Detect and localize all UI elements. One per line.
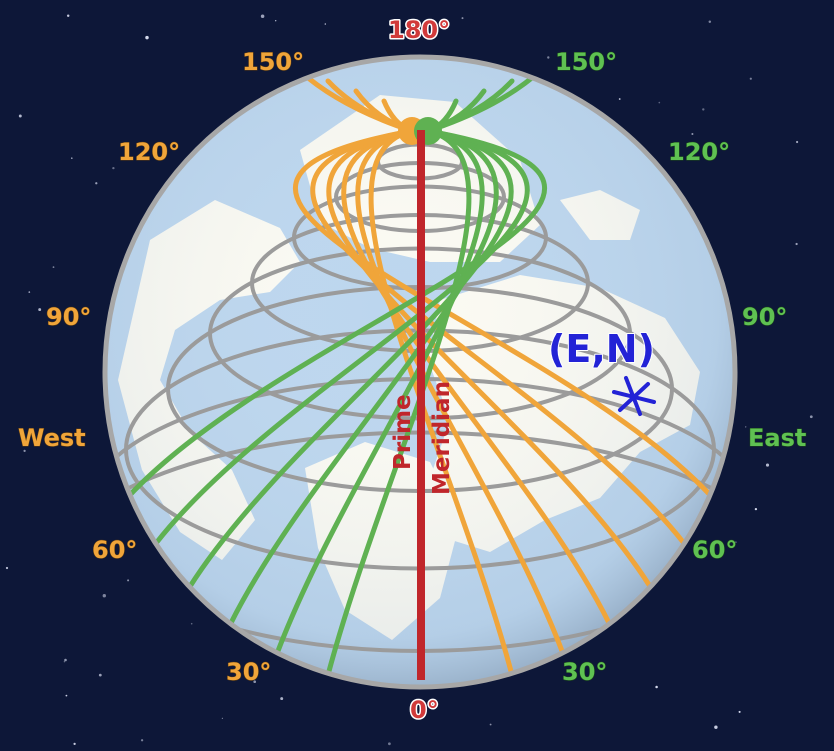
meridian-line (326, 128, 653, 590)
star (795, 242, 798, 246)
meridian-line (368, 128, 515, 676)
star (98, 673, 102, 677)
meridian-line (228, 128, 499, 627)
label-west-120: 120° (118, 138, 180, 166)
label-east-60: 60° (692, 536, 737, 564)
label-east-120: 120° (668, 138, 730, 166)
meridian-line (187, 128, 514, 590)
star (65, 694, 68, 697)
meridian-line (127, 128, 547, 498)
label-west-60: 60° (92, 536, 137, 564)
star (28, 291, 31, 293)
label-east-90: 90° (742, 303, 787, 331)
label-west-30: 30° (226, 658, 271, 686)
star (38, 308, 42, 312)
star (658, 101, 661, 104)
star (253, 680, 257, 684)
meridian-line (355, 128, 566, 656)
star (280, 697, 284, 701)
prime-label: Prime (390, 394, 416, 470)
globe-rim (102, 54, 738, 690)
star (52, 266, 55, 268)
label-east-150: 150° (555, 48, 617, 76)
star (63, 661, 66, 663)
label-west: West (18, 424, 86, 452)
star (809, 415, 813, 419)
star (754, 507, 758, 511)
meridian-line (310, 128, 687, 546)
label-west-90: 90° (46, 303, 91, 331)
star (145, 35, 149, 40)
point-label: (E,N) (548, 327, 655, 371)
star (127, 579, 130, 582)
star (23, 449, 26, 453)
label-0: 0° (410, 696, 439, 724)
star (324, 23, 327, 25)
star (745, 426, 747, 428)
meridian-line (274, 128, 485, 656)
star (735, 541, 737, 543)
star (18, 114, 22, 118)
star (765, 463, 770, 467)
label-east: East (748, 424, 806, 452)
star (388, 742, 391, 746)
meridian-line (293, 128, 713, 498)
label-east-30: 30° (562, 658, 607, 686)
star (64, 658, 67, 662)
meridian-line (153, 128, 530, 546)
star (618, 98, 621, 100)
star (702, 108, 705, 111)
stars (5, 14, 813, 746)
star (738, 710, 741, 713)
star (714, 725, 718, 729)
label-west-150: 150° (242, 48, 304, 76)
star (95, 182, 98, 185)
star (461, 17, 464, 20)
star (708, 20, 712, 23)
star (260, 14, 265, 18)
cross-star-icon (612, 376, 656, 416)
meridian-line (341, 128, 612, 627)
star (221, 717, 224, 719)
star (140, 739, 144, 742)
star (489, 723, 492, 726)
star (66, 14, 70, 18)
star (547, 56, 550, 59)
star (655, 685, 658, 689)
star (796, 140, 799, 144)
east-meridians (127, 68, 547, 676)
star (112, 166, 115, 170)
star (190, 622, 193, 625)
meridian-line (325, 128, 472, 676)
west-meridians (293, 68, 713, 676)
star (691, 132, 694, 136)
star (102, 594, 106, 598)
star (5, 566, 9, 570)
label-180: 180° (388, 16, 450, 44)
star (73, 742, 76, 746)
star (749, 77, 752, 80)
meridian-label: Meridian (429, 381, 455, 495)
star (275, 20, 277, 22)
star (71, 157, 73, 159)
